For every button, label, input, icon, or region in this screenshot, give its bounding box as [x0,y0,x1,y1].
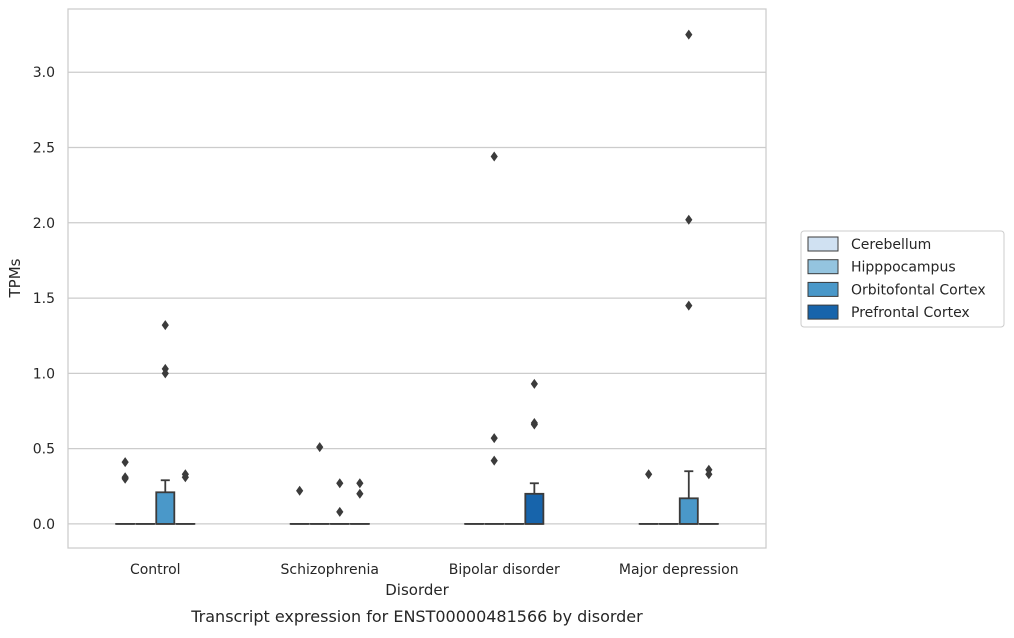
outlier-point [531,379,538,389]
box-group [640,469,658,524]
outlier-point [491,433,498,443]
outlier-point [316,442,323,452]
legend-swatch [808,260,838,274]
legend-label: Prefrontal Cortex [851,305,970,321]
x-tick-label: Bipolar disorder [449,562,560,578]
outlier-point [162,320,169,330]
box-group [311,442,329,524]
x-tick-label: Major depression [619,562,739,578]
outlier-point [491,152,498,162]
y-tick-label: 0.5 [33,442,55,458]
outlier-point [336,478,343,488]
outlier-point [296,486,303,496]
legend: Cerebellum Hipppocampus Orbitofontal Corte… [801,231,1004,327]
outlier-point [531,420,538,430]
plot-frame [68,9,766,548]
y-tick-label: 0.0 [33,517,55,533]
x-axis-ticks: Control Schizophrenia Bipolar disorder Majo… [130,562,739,578]
box-group [291,486,309,524]
y-axis-ticks: 0.0 0.5 1.0 1.5 2.0 2.5 3.0 [33,65,55,533]
box-group [156,320,174,524]
box-group [176,469,194,524]
x-tick-label: Schizophrenia [281,562,379,578]
legend-swatch [808,305,838,319]
outlier-point [336,507,343,517]
x-axis-title: Disorder [385,581,449,599]
legend-label: Hipppocampus [851,260,956,276]
grid-layer [68,72,766,524]
boxes-layer [116,30,718,524]
box-group [525,379,543,524]
box-group [485,152,503,524]
outlier-point [122,457,129,467]
box-iqr [525,494,543,524]
box-group [680,30,698,524]
y-tick-label: 2.0 [33,216,55,232]
legend-label: Orbitofontal Cortex [851,282,986,298]
x-tick-label: Control [130,562,181,578]
legend-label: Cerebellum [851,237,931,253]
outlier-point [356,478,363,488]
outlier-point [685,301,692,311]
box-group [331,478,349,524]
legend-swatch [808,237,838,251]
outlier-point [356,489,363,499]
box-iqr [680,498,698,524]
y-axis-title: TPMs [6,258,24,298]
outlier-point [122,472,129,482]
box-group [116,457,134,524]
box-group [700,465,718,524]
outlier-point [645,469,652,479]
outlier-point [491,456,498,466]
outlier-point [685,30,692,40]
chart-caption: Transcript expression for ENST0000048156… [190,607,643,626]
y-tick-label: 1.0 [33,366,55,382]
box-iqr [156,492,174,524]
box-group [351,478,369,524]
y-tick-label: 3.0 [33,65,55,81]
legend-swatch [808,282,838,296]
y-tick-label: 1.5 [33,291,55,307]
y-tick-label: 2.5 [33,141,55,157]
